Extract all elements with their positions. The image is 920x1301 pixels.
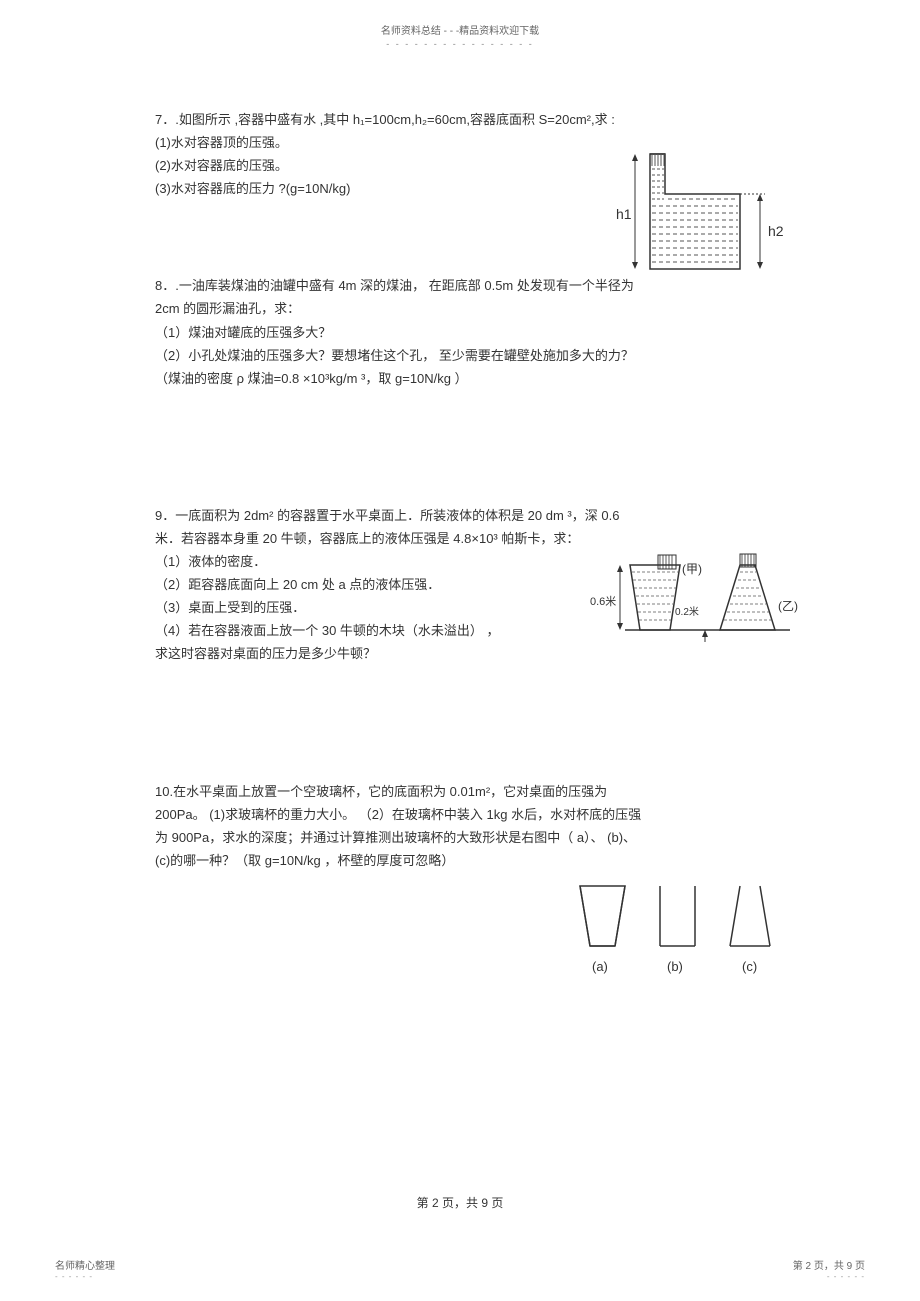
bottom-left: 名师精心整理 - - - - - - xyxy=(55,1257,115,1281)
figure-10: (a) (b) (c) xyxy=(570,876,790,986)
problem-8: 8．.一油库装煤油的油罐中盛有 4m 深的煤油， 在距底部 0.5m 处发现有一… xyxy=(155,275,770,389)
p8-line1: 8．.一油库装煤油的油罐中盛有 4m 深的煤油， 在距底部 0.5m 处发现有一… xyxy=(155,275,770,297)
p8-line5: （煤油的密度 ρ 煤油=0.8 ×10³kg/m ³，取 g=10N/kg ） xyxy=(155,368,770,390)
problem-9: 9．一底面积为 2dm² 的容器置于水平桌面上．所装液体的体积是 20 dm ³… xyxy=(155,505,770,666)
bottom-right-text: 第 2 页，共 9 页 xyxy=(793,1257,865,1272)
p8-line3: （1）煤油对罐底的压强多大？ xyxy=(155,322,770,344)
page-footer: 第 2 页，共 9 页 xyxy=(0,1194,920,1211)
label-a: (a) xyxy=(592,959,608,974)
label-b: (b) xyxy=(667,959,683,974)
bottom-right: 第 2 页，共 9 页 - - - - - - xyxy=(793,1257,865,1281)
label-jia: (甲) xyxy=(682,562,702,576)
bottom-left-dashes: - - - - - - xyxy=(55,1272,115,1281)
p9-line2: 米．若容器本身重 20 牛顿，容器底上的液体压强是 4.8×10³ 帕斯卡，求： xyxy=(155,528,770,550)
bottom-right-dashes: - - - - - - xyxy=(793,1272,865,1281)
p9-line1: 9．一底面积为 2dm² 的容器置于水平桌面上．所装液体的体积是 20 dm ³… xyxy=(155,505,770,527)
p8-line2: 2cm 的圆形漏油孔，求： xyxy=(155,298,770,320)
p10-line2: 200Pa。 (1)求玻璃杯的重力大小。 （2）在玻璃杯中装入 1kg 水后，水… xyxy=(155,804,770,826)
figure-7: h1 h2 xyxy=(610,144,790,279)
header-title: 名师资料总结 - - -精品资料欢迎下载 xyxy=(0,0,920,37)
label-02m: 0.2米 xyxy=(675,605,699,618)
label-06m: 0.6米 xyxy=(590,595,616,608)
bottom-left-text: 名师精心整理 xyxy=(55,1257,115,1272)
header-dashes: - - - - - - - - - - - - - - - - xyxy=(0,39,920,49)
problem-10: 10.在水平桌面上放置一个空玻璃杯，它的底面积为 0.01m²，它对桌面的压强为… xyxy=(155,781,770,872)
p10-line3: 为 900Pa，求水的深度；并通过计算推测出玻璃杯的大致形状是右图中（ a）、 … xyxy=(155,827,770,849)
content: 7．.如图所示 ,容器中盛有水 ,其中 h₁=100cm,h₂=60cm,容器底… xyxy=(0,49,920,872)
p10-line4: (c)的哪一种？（取 g=10N/kg ，杯壁的厚度可忽略） xyxy=(155,850,770,872)
label-c: (c) xyxy=(742,959,757,974)
h1-label: h1 xyxy=(616,206,632,222)
problem-7: 7．.如图所示 ,容器中盛有水 ,其中 h₁=100cm,h₂=60cm,容器底… xyxy=(155,109,770,200)
h2-label: h2 xyxy=(768,223,784,239)
figure-9: 0.6米 (甲) 0.2米 xyxy=(590,550,800,650)
p8-line4: （2）小孔处煤油的压强多大？要想堵住这个孔， 至少需要在罐壁处施加多大的力？ xyxy=(155,345,770,367)
p10-line1: 10.在水平桌面上放置一个空玻璃杯，它的底面积为 0.01m²，它对桌面的压强为 xyxy=(155,781,770,803)
label-yi: (乙) xyxy=(778,599,798,613)
p7-line1: 7．.如图所示 ,容器中盛有水 ,其中 h₁=100cm,h₂=60cm,容器底… xyxy=(155,109,770,131)
